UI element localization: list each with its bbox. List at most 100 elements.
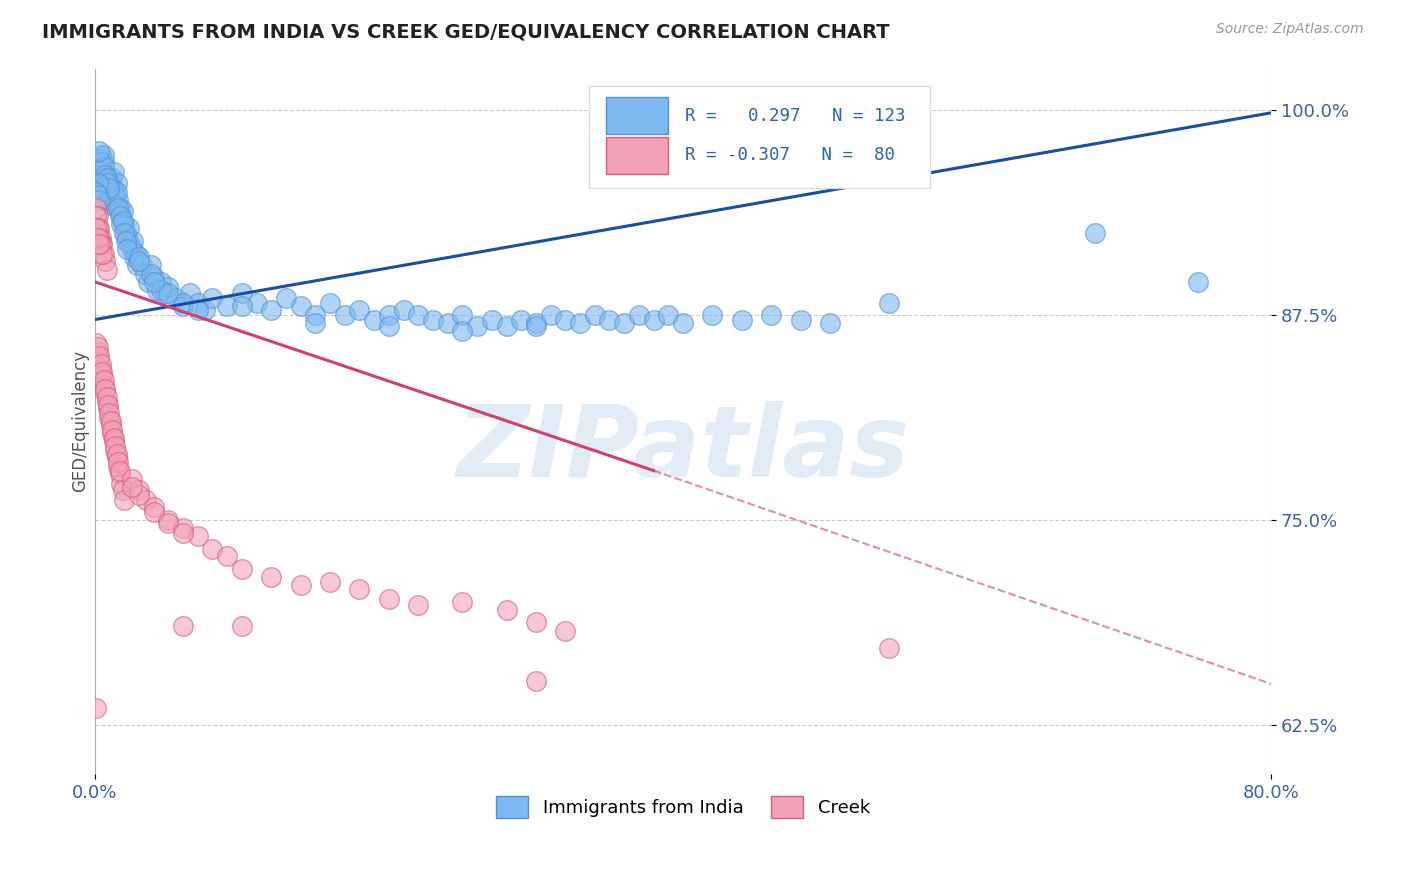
Point xyxy=(96,263,118,277)
Point xyxy=(481,312,503,326)
Point xyxy=(127,259,149,273)
Point xyxy=(89,230,111,244)
Point xyxy=(103,187,125,202)
Point xyxy=(111,204,134,219)
Point xyxy=(187,296,209,310)
Point xyxy=(231,286,253,301)
Point xyxy=(98,181,121,195)
Point xyxy=(104,443,127,458)
Point xyxy=(97,177,120,191)
Point xyxy=(135,493,157,508)
Point xyxy=(115,242,138,256)
Point xyxy=(187,302,209,317)
Point xyxy=(406,308,429,322)
Point xyxy=(131,259,153,273)
Point xyxy=(112,218,135,232)
Point xyxy=(524,673,547,688)
Point xyxy=(110,476,132,491)
Point xyxy=(672,316,695,330)
Point xyxy=(789,312,811,326)
Point xyxy=(657,308,679,322)
Point xyxy=(91,368,114,383)
Point xyxy=(554,624,576,639)
Point xyxy=(87,187,110,202)
Point xyxy=(112,226,135,240)
Point xyxy=(91,168,114,182)
Point xyxy=(93,247,115,261)
Point xyxy=(172,521,194,535)
Point xyxy=(101,427,124,442)
Point xyxy=(84,701,107,715)
Point xyxy=(84,209,107,223)
Point xyxy=(451,324,474,338)
Point xyxy=(201,291,224,305)
Point xyxy=(103,434,125,448)
Point xyxy=(643,312,665,326)
Point xyxy=(89,349,111,363)
Point xyxy=(260,302,283,317)
Point xyxy=(495,319,517,334)
Point xyxy=(105,450,128,465)
Point xyxy=(406,598,429,612)
Point xyxy=(304,308,326,322)
Point xyxy=(94,382,117,396)
Point xyxy=(217,549,239,563)
Y-axis label: GED/Equivalency: GED/Equivalency xyxy=(72,351,89,492)
Point xyxy=(94,177,117,191)
Point xyxy=(128,483,150,498)
Text: IMMIGRANTS FROM INDIA VS CREEK GED/EQUIVALENCY CORRELATION CHART: IMMIGRANTS FROM INDIA VS CREEK GED/EQUIV… xyxy=(42,22,890,41)
Point xyxy=(128,253,150,268)
Point xyxy=(121,480,143,494)
Point xyxy=(231,300,253,314)
Text: R = -0.307   N =  80: R = -0.307 N = 80 xyxy=(685,146,896,164)
Point xyxy=(90,155,112,169)
Point xyxy=(128,488,150,502)
Point xyxy=(172,619,194,633)
Point xyxy=(155,286,177,301)
Point xyxy=(87,168,110,182)
Point xyxy=(304,316,326,330)
Point xyxy=(121,472,143,486)
FancyBboxPatch shape xyxy=(589,87,929,188)
Point xyxy=(96,171,118,186)
Point xyxy=(112,493,135,508)
Point xyxy=(107,460,129,475)
Point xyxy=(510,312,533,326)
Point xyxy=(87,345,110,359)
Point xyxy=(124,250,146,264)
Point xyxy=(97,401,120,416)
Point xyxy=(465,319,488,334)
Point xyxy=(702,308,724,322)
Point xyxy=(94,168,117,182)
Point xyxy=(108,467,131,481)
Point xyxy=(583,308,606,322)
Point xyxy=(89,193,111,207)
Point xyxy=(103,431,125,445)
Point xyxy=(100,414,122,428)
Point xyxy=(101,171,124,186)
Point xyxy=(378,591,401,606)
Bar xyxy=(606,137,668,174)
Point xyxy=(107,201,129,215)
Point xyxy=(101,181,124,195)
Point xyxy=(108,201,131,215)
Point xyxy=(97,398,120,412)
Point xyxy=(110,218,132,232)
Point xyxy=(91,247,114,261)
Point xyxy=(179,286,201,301)
Point xyxy=(598,312,620,326)
Point xyxy=(495,603,517,617)
Point xyxy=(524,319,547,334)
Point xyxy=(89,144,111,158)
Point xyxy=(89,160,111,174)
Text: R =   0.297   N = 123: R = 0.297 N = 123 xyxy=(685,107,905,125)
Point xyxy=(98,411,121,425)
Point xyxy=(108,209,131,223)
Point xyxy=(145,283,167,297)
Point xyxy=(90,237,112,252)
Point xyxy=(89,351,111,366)
Point xyxy=(89,220,111,235)
Point xyxy=(569,316,592,330)
Point xyxy=(245,296,267,310)
Point xyxy=(96,177,118,191)
